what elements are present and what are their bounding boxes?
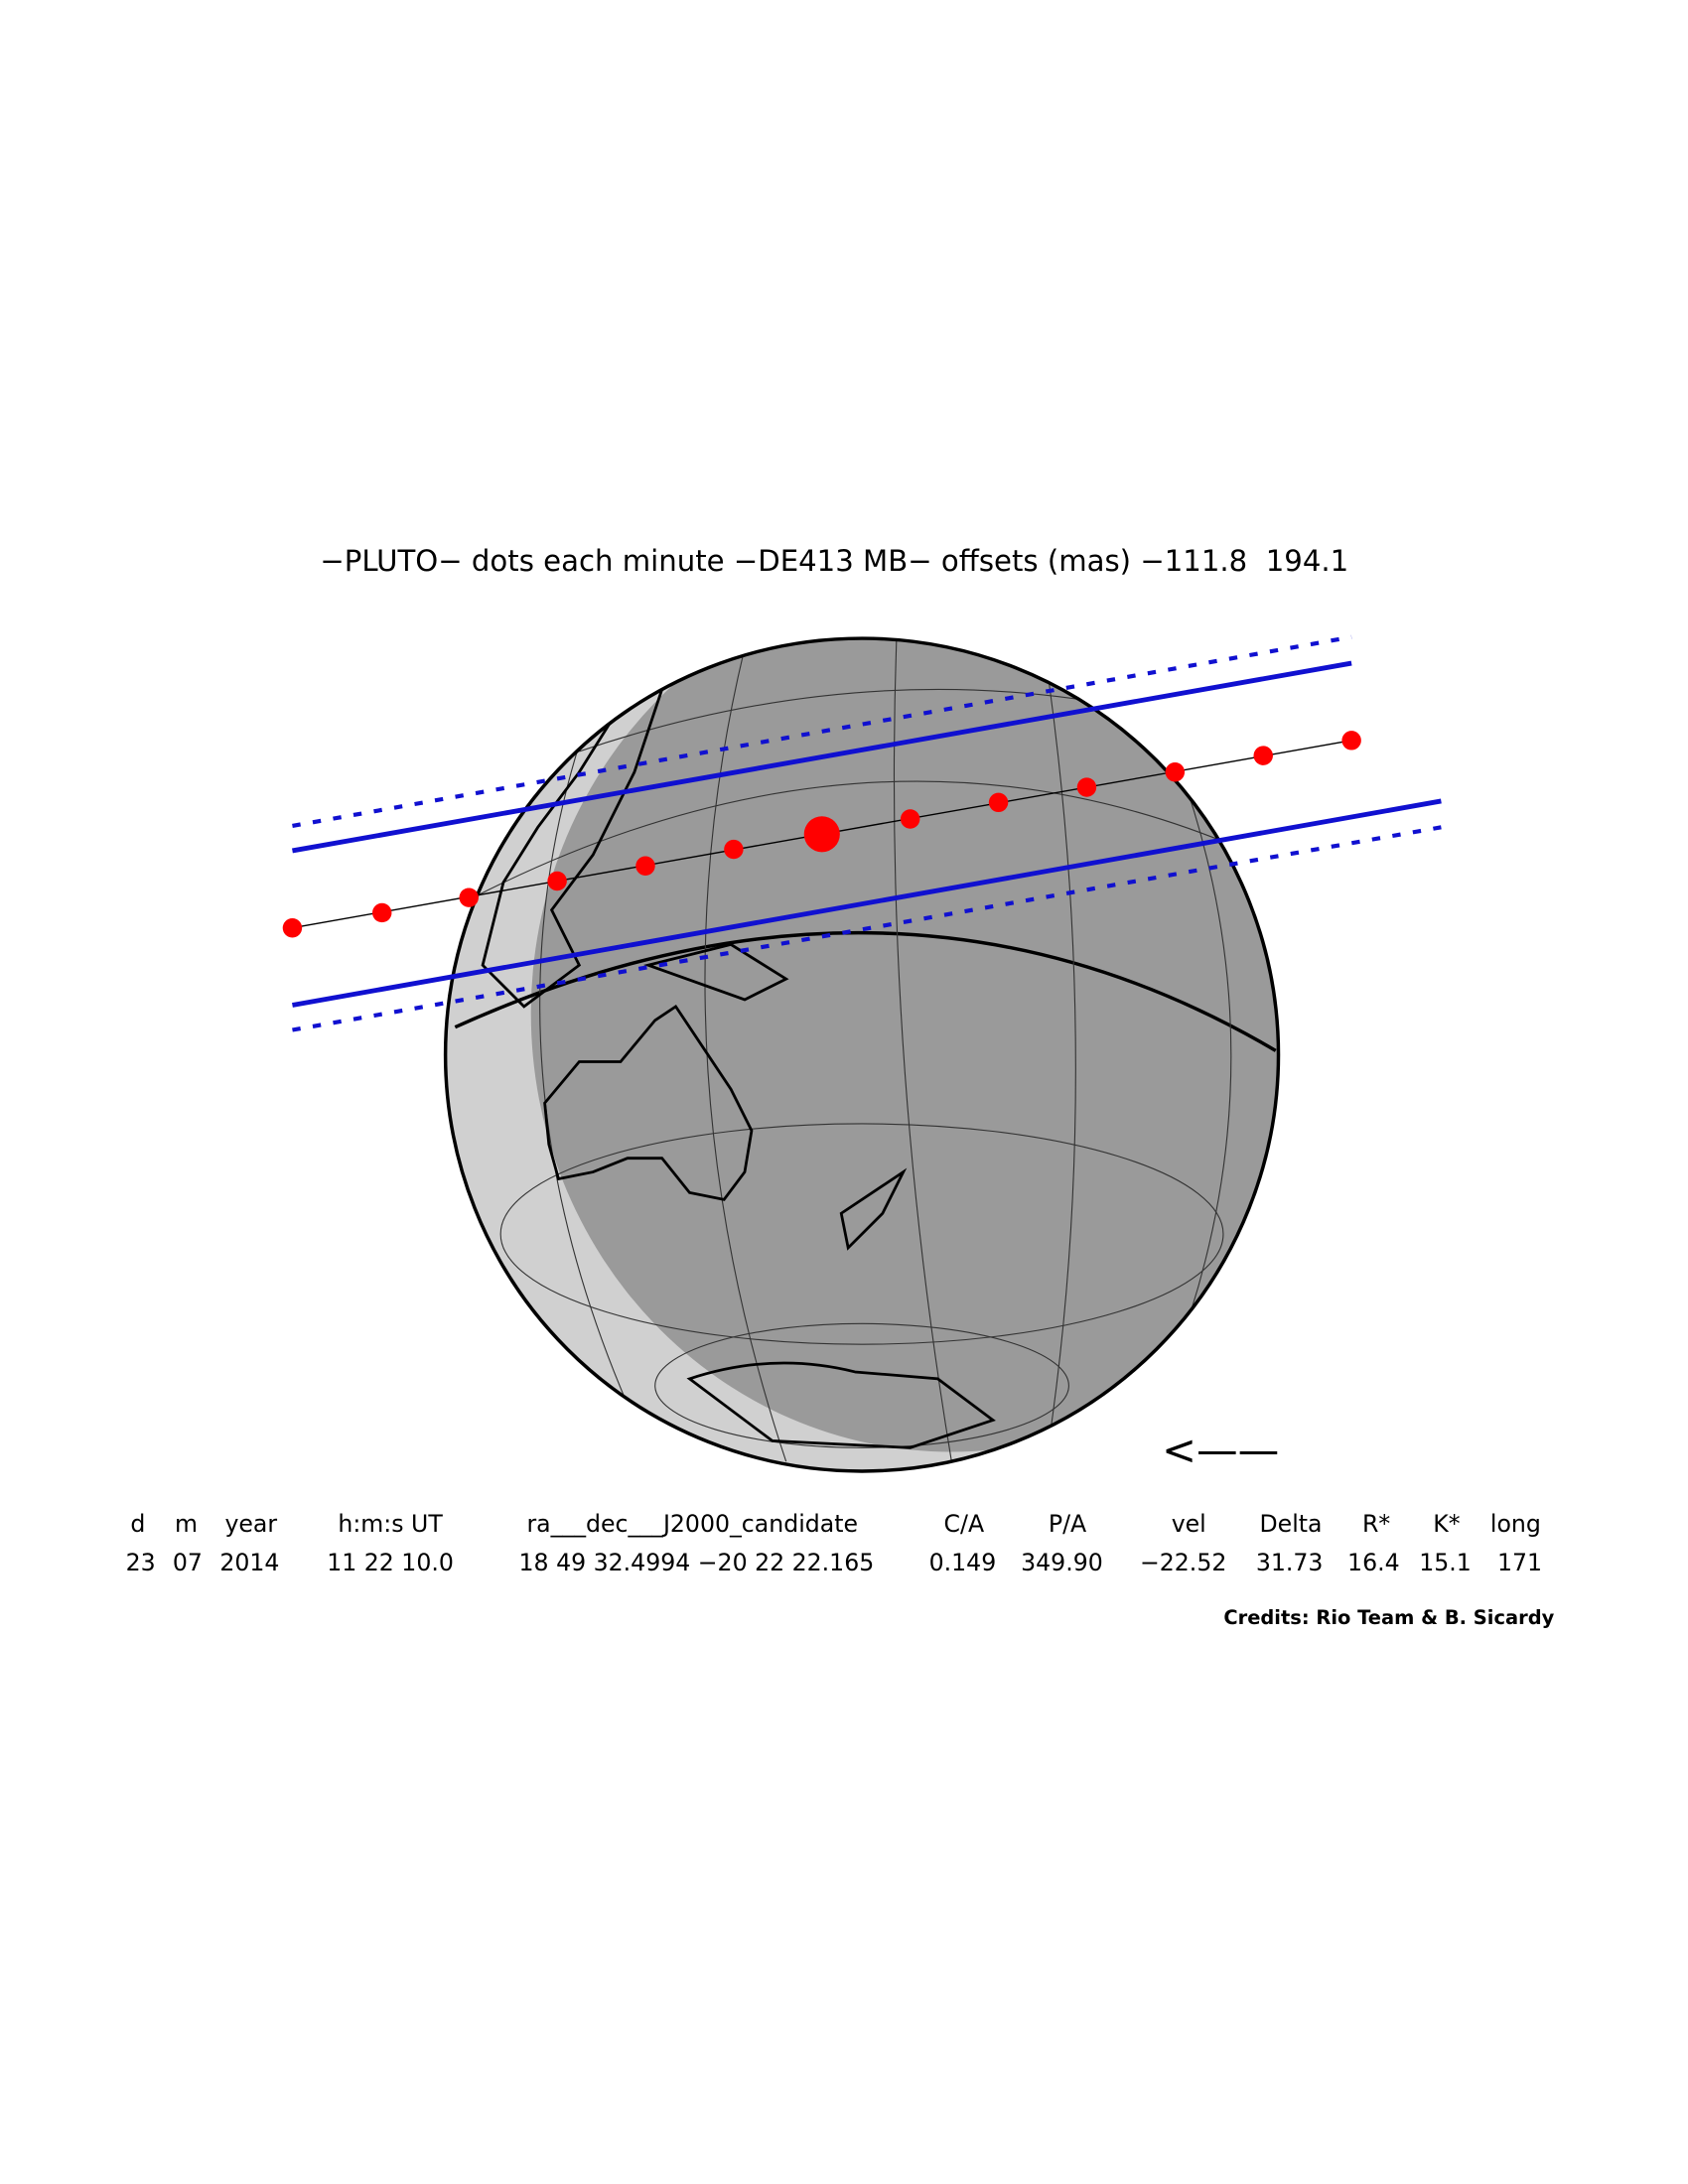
table-header: year bbox=[224, 1510, 277, 1538]
direction-arrow: <—— bbox=[1162, 1426, 1279, 1474]
globe bbox=[443, 636, 1281, 1473]
map-title: −PLUTO− dots each minute −DE413 MB− offs… bbox=[320, 544, 1348, 578]
table-header: m bbox=[175, 1510, 198, 1538]
table-cell: 18 49 32.4994 −20 22 22.165 bbox=[519, 1549, 875, 1576]
table-cell: 23 bbox=[126, 1549, 156, 1576]
event-table: d m year h:m:s UT ra___dec___J2000_candi… bbox=[126, 1510, 1542, 1576]
table-cell: 2014 bbox=[219, 1549, 279, 1576]
table-cell: 16.4 bbox=[1347, 1549, 1400, 1576]
table-header: P/A bbox=[1049, 1510, 1086, 1538]
shadow-path bbox=[282, 634, 1442, 1032]
table-cell: −22.52 bbox=[1140, 1549, 1226, 1576]
table-cell: 0.149 bbox=[929, 1549, 997, 1576]
credits: Credits: Rio Team & B. Sicardy bbox=[1223, 1606, 1554, 1629]
table-cell: 349.90 bbox=[1021, 1549, 1103, 1576]
table-cell: 07 bbox=[173, 1549, 203, 1576]
table-header: R* bbox=[1362, 1510, 1390, 1538]
table-cell: 11 22 10.0 bbox=[327, 1549, 454, 1576]
table-header: d bbox=[130, 1510, 145, 1538]
table-cell: 31.73 bbox=[1256, 1549, 1324, 1576]
table-header: ra___dec___J2000_candidate bbox=[526, 1510, 858, 1538]
table-header: C/A bbox=[944, 1510, 985, 1538]
table-header: K* bbox=[1433, 1510, 1460, 1538]
table-cell: 171 bbox=[1497, 1549, 1542, 1576]
map-figure: −PLUTO− dots each minute −DE413 MB− offs… bbox=[126, 544, 1555, 1629]
table-header: h:m:s UT bbox=[338, 1510, 443, 1538]
table-header: vel bbox=[1172, 1510, 1206, 1538]
table-cell: 15.1 bbox=[1419, 1549, 1472, 1576]
table-header: long bbox=[1490, 1510, 1541, 1538]
table-header: Delta bbox=[1260, 1510, 1323, 1538]
